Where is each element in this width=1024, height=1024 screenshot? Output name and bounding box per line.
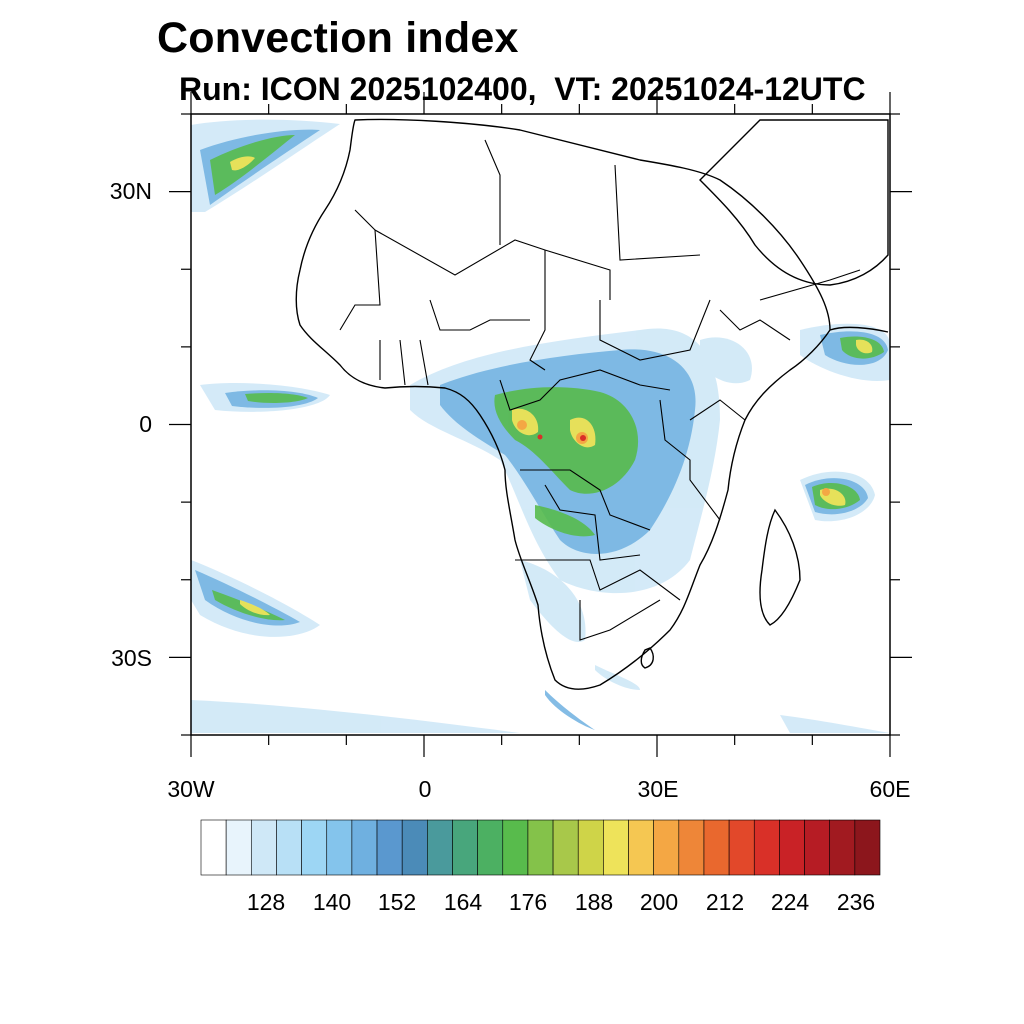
colorbar-label: 152 xyxy=(377,889,417,915)
x-tick-label-0: 0 xyxy=(418,776,432,802)
x-tick-label-30E: 30E xyxy=(637,776,679,802)
colorbar-swatch xyxy=(276,819,302,876)
convection-field xyxy=(191,119,890,733)
colorbar-swatch xyxy=(653,819,680,876)
colorbar-swatch xyxy=(452,819,478,876)
colorbar-swatch xyxy=(200,819,227,876)
coastlines xyxy=(295,118,889,690)
x-tick-label-60E: 60E xyxy=(869,776,911,802)
colorbar-swatch xyxy=(527,819,554,876)
colorbar-swatch xyxy=(301,819,328,876)
colorbar-label: 128 xyxy=(246,889,286,915)
colorbar-swatch xyxy=(427,819,453,876)
colorbar-swatch xyxy=(854,819,881,876)
colorbar-label: 212 xyxy=(705,889,745,915)
colorbar-label: 176 xyxy=(508,889,548,915)
colorbar-swatch xyxy=(401,819,428,876)
colorbar-swatch xyxy=(502,819,529,876)
colorbar-swatch xyxy=(250,819,277,876)
colorbar-label: 200 xyxy=(639,889,679,915)
plot-title: Convection index xyxy=(157,14,519,62)
colorbar-label: 224 xyxy=(770,889,810,915)
colorbar-swatch xyxy=(804,819,831,876)
colorbar xyxy=(200,819,881,876)
colorbar-swatch xyxy=(376,819,403,876)
colorbar-swatch xyxy=(577,819,604,876)
y-tick-label-0: 0 xyxy=(139,411,152,437)
colorbar-swatch xyxy=(703,819,730,876)
x-tick-label-30W: 30W xyxy=(167,776,215,802)
country-borders xyxy=(339,139,861,641)
colorbar-swatch xyxy=(753,819,780,876)
colorbar-label: 236 xyxy=(836,889,876,915)
colorbar-swatch xyxy=(477,819,504,876)
plot-subtitle: Run: ICON 2025102400, VT: 20251024-12UTC xyxy=(179,71,866,107)
colorbar-label: 140 xyxy=(312,889,352,915)
axis-ticks xyxy=(169,92,912,757)
colorbar-swatch xyxy=(728,819,755,876)
colorbar-label: 188 xyxy=(574,889,614,915)
colorbar-swatch xyxy=(678,819,705,876)
colorbar-swatch xyxy=(326,819,353,876)
colorbar-swatch xyxy=(603,819,629,876)
y-tick-label-30S: 30S xyxy=(111,645,152,671)
colorbar-label: 164 xyxy=(443,889,483,915)
colorbar-swatch xyxy=(225,819,252,876)
colorbar-swatch xyxy=(552,819,579,876)
colorbar-swatch xyxy=(628,819,654,876)
colorbar-swatch xyxy=(779,819,805,876)
colorbar-swatch xyxy=(829,819,856,876)
colorbar-swatch xyxy=(351,819,378,876)
y-tick-label-30N: 30N xyxy=(109,178,152,204)
